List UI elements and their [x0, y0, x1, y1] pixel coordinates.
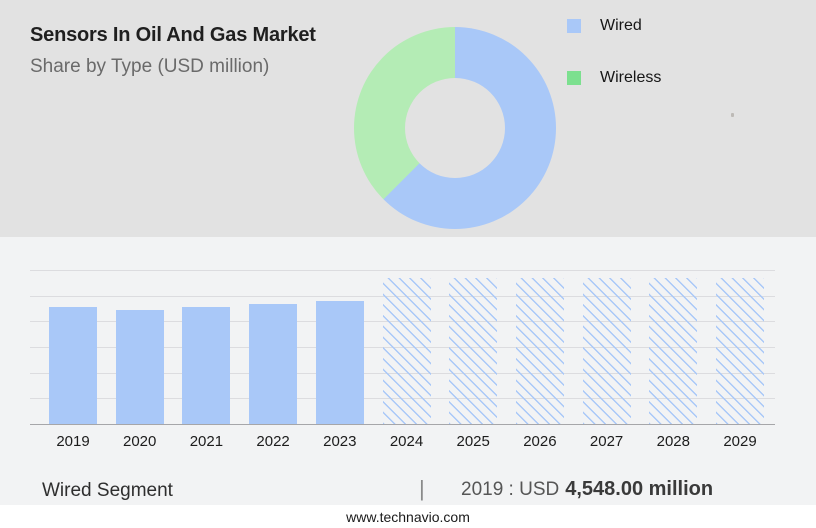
legend: Wired Wireless [567, 14, 661, 90]
x-axis-line [30, 424, 775, 425]
gridline [30, 270, 775, 271]
x-tick-2029: 2029 [723, 433, 757, 450]
x-tick-2022: 2022 [256, 433, 290, 450]
bar-chart: 2019 2020 2021 2022 2023 2024 2025 2026 2027 2028… [30, 270, 775, 450]
bar-2021 [182, 307, 231, 424]
header-section: Sensors In Oil And Gas Market Share by T… [0, 0, 816, 237]
bar-2029 [716, 278, 764, 424]
bar-2028 [649, 278, 698, 424]
bar-2019 [49, 307, 97, 424]
bar-2020 [115, 310, 164, 424]
bar-2027 [582, 278, 631, 424]
bar-2026 [515, 278, 564, 424]
bar-2025 [449, 278, 498, 424]
wireless-color-swatch [567, 71, 581, 85]
x-tick-2020: 2020 [123, 433, 157, 450]
website-url: www.technavio.com [346, 508, 470, 525]
x-tick-2026: 2026 [523, 433, 557, 450]
segment-value: 2019 : USD 4,548.00 million [461, 478, 713, 501]
caption-divider: | [419, 476, 425, 501]
x-tick-2024: 2024 [389, 433, 424, 450]
segment-value-number: 4,548.00 million [565, 478, 714, 500]
title-block: Sensors In Oil And Gas Market Share by T… [30, 24, 316, 78]
bar-chart-section: 2019 2020 2021 2022 2023 2024 2025 2026 2027 2028… [0, 237, 816, 505]
x-tick-2025: 2025 [456, 433, 490, 450]
legend-label-wired: Wired [600, 17, 642, 34]
legend-item-wireless: Wireless [567, 66, 661, 90]
stray-mark [731, 113, 734, 117]
x-tick-2019: 2019 [56, 433, 90, 450]
wired-color-swatch [567, 19, 581, 33]
x-tick-2027: 2027 [589, 433, 624, 450]
x-tick-2021: 2021 [189, 433, 224, 450]
legend-label-wireless: Wireless [600, 69, 662, 86]
x-tick-2023: 2023 [323, 433, 357, 450]
bar-2022 [249, 303, 298, 424]
segment-label: Wired Segment [42, 480, 173, 501]
page-title: Sensors In Oil And Gas Market [30, 24, 316, 46]
bar-2023 [315, 301, 364, 424]
page-subtitle: Share by Type (USD million) [30, 56, 270, 77]
x-tick-2028: 2028 [656, 433, 690, 450]
legend-item-wired: Wired [567, 14, 661, 38]
donut-chart [354, 27, 556, 229]
footer-bar: www.technavio.com [0, 505, 816, 528]
segment-value-prefix: 2019 : USD [461, 479, 560, 500]
bar-2024 [382, 278, 431, 424]
